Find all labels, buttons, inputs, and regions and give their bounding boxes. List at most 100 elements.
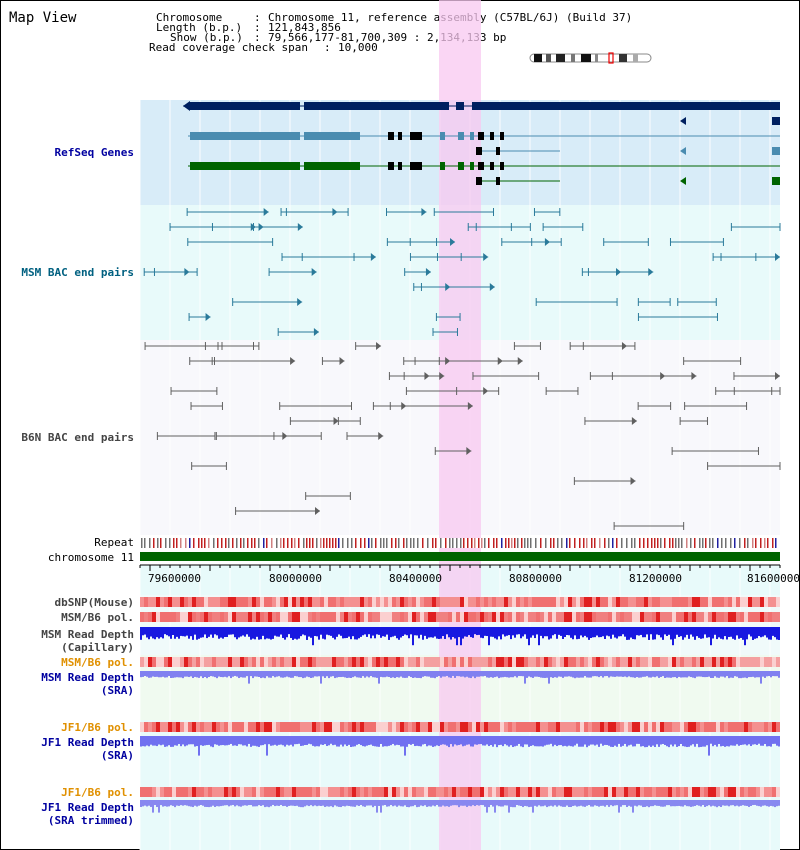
polymorphism-bin	[364, 722, 368, 732]
read-depth-bin	[352, 627, 354, 637]
read-depth-bin	[266, 671, 268, 677]
read-depth-bin	[344, 627, 346, 639]
polymorphism-bin	[356, 722, 360, 732]
read-depth-bin	[324, 736, 326, 745]
polymorphism-bin	[440, 597, 444, 607]
read-depth-bin	[212, 736, 214, 748]
read-depth-bin	[682, 627, 684, 640]
repeat-element	[417, 538, 419, 548]
polymorphism-bin	[404, 787, 408, 797]
read-depth-bin	[266, 736, 268, 756]
polymorphism-bin	[748, 612, 752, 622]
read-depth-bin	[680, 800, 682, 807]
repeat-element	[511, 538, 513, 548]
read-depth-bin	[270, 671, 272, 678]
read-depth-bin	[246, 736, 248, 747]
read-depth-bin	[216, 627, 218, 636]
read-depth-bin	[226, 627, 228, 637]
polymorphism-bin	[196, 722, 200, 732]
read-depth-bin	[588, 736, 590, 746]
read-depth-bin	[762, 671, 764, 677]
read-depth-bin	[566, 800, 568, 806]
read-depth-bin	[736, 736, 738, 745]
track-label-jf1-b6-pol-1[interactable]: JF1/B6 pol.	[61, 721, 134, 734]
track-label-msm-depth-sra[interactable]: MSM Read Depth	[41, 671, 134, 684]
repeat-element	[280, 538, 282, 548]
repeat-element	[694, 538, 696, 548]
polymorphism-bin	[692, 787, 696, 797]
read-depth-bin	[442, 736, 444, 745]
read-depth-bin	[360, 671, 362, 678]
track-label-msm-b6-pol-2[interactable]: MSM/B6 pol.	[61, 656, 134, 669]
read-depth-bin	[308, 671, 310, 678]
read-depth-bin	[560, 627, 562, 636]
read-depth-bin	[422, 627, 424, 640]
read-depth-bin	[772, 627, 774, 636]
polymorphism-bin	[460, 722, 464, 732]
axis-tick-label: 80800000	[509, 572, 562, 585]
read-depth-bin	[238, 800, 240, 807]
polymorphism-bin	[212, 657, 216, 667]
read-depth-bin	[632, 800, 634, 813]
read-depth-bin	[322, 736, 324, 745]
bac-end-marker	[263, 208, 269, 216]
polymorphism-bin	[232, 657, 236, 667]
polymorphism-bin	[756, 612, 760, 622]
polymorphism-bin	[660, 612, 664, 622]
track-label-msm-bac[interactable]: MSM BAC end pairs	[21, 266, 134, 279]
repeat-element	[323, 538, 325, 548]
read-depth-bin	[188, 627, 190, 639]
read-depth-bin	[314, 736, 316, 747]
read-depth-bin	[614, 736, 616, 746]
read-depth-bin	[152, 800, 154, 813]
read-depth-bin	[250, 627, 252, 640]
read-depth-bin	[588, 800, 590, 806]
polymorphism-bin	[232, 612, 236, 622]
read-depth-bin	[760, 671, 762, 684]
read-depth-bin	[222, 800, 224, 806]
track-label-jf1-depth-sra-sub: (SRA)	[100, 749, 134, 762]
repeat-element	[153, 538, 155, 548]
polymorphism-bin	[564, 722, 568, 732]
read-depth-bin	[460, 736, 462, 745]
track-label-refseq[interactable]: RefSeq Genes	[54, 146, 134, 159]
track-label-msm-depth-capillary[interactable]: MSM Read Depth	[41, 628, 134, 641]
polymorphism-bin	[744, 597, 748, 607]
read-depth-bin	[564, 671, 566, 677]
read-depth-bin	[142, 671, 144, 677]
read-depth-bin	[278, 736, 280, 745]
read-depth-bin	[720, 671, 722, 677]
track-label-jf1-depth-sra[interactable]: JF1 Read Depth	[41, 736, 134, 749]
track-label-b6n-bac[interactable]: B6N BAC end pairs	[21, 431, 134, 444]
polymorphism-bin	[156, 657, 160, 667]
read-depth-bin	[538, 800, 540, 806]
read-depth-bin	[198, 800, 200, 806]
polymorphism-bin	[452, 657, 456, 667]
track-label-dbsnp[interactable]: dbSNP(Mouse)	[54, 596, 134, 609]
track-label-jf1-depth-trimmed[interactable]: JF1 Read Depth	[41, 801, 134, 814]
read-depth-bin	[578, 800, 580, 807]
chromosome-ideogram[interactable]	[529, 52, 653, 64]
read-depth-bin	[534, 800, 536, 806]
read-depth-bin	[260, 800, 262, 806]
read-depth-bin	[648, 736, 650, 746]
polymorphism-bin	[652, 787, 656, 797]
read-depth-bin	[326, 800, 328, 807]
read-depth-bin	[356, 800, 358, 806]
track-label-jf1-b6-pol-2[interactable]: JF1/B6 pol.	[61, 786, 134, 799]
read-depth-bin	[498, 736, 500, 746]
read-depth-bin	[382, 736, 384, 747]
polymorphism-bin	[352, 597, 356, 607]
polymorphism-bin	[480, 612, 484, 622]
track-label-msm-b6-pol-1[interactable]: MSM/B6 pol.	[61, 611, 134, 624]
read-depth-bin	[470, 800, 472, 807]
polymorphism-bin	[628, 597, 632, 607]
read-depth-bin	[198, 671, 200, 678]
polymorphism-bin	[692, 657, 696, 667]
read-depth-bin	[562, 627, 564, 639]
read-depth-bin	[570, 627, 572, 638]
polymorphism-bin	[356, 657, 360, 667]
read-depth-bin	[396, 800, 398, 807]
read-depth-bin	[404, 627, 406, 635]
